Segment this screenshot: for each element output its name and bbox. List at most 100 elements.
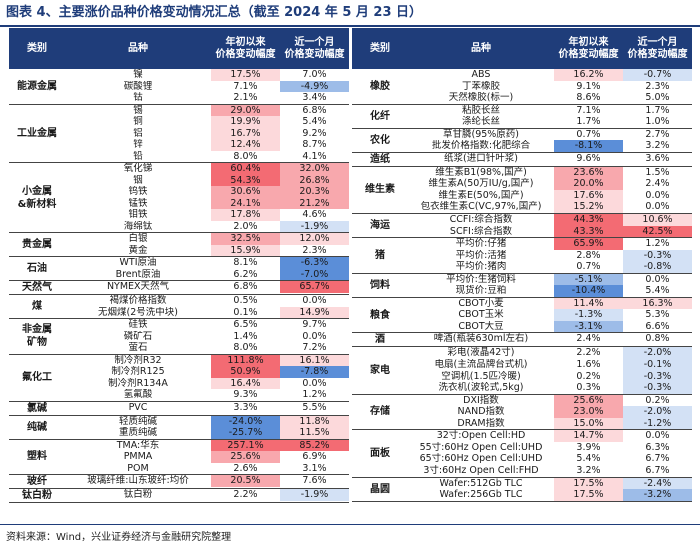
item-name: 褐煤价格指数 — [109, 295, 167, 306]
month-change: 4.1% — [302, 150, 327, 162]
table-row: WTI原油 8.1% -6.3% — [65, 257, 349, 269]
table-row: 粘胶长丝 7.1% 1.7% — [408, 105, 692, 117]
table-row: NAND指数 23.0% -2.0% — [408, 406, 692, 418]
item-name: 锌 — [133, 139, 143, 150]
category-group: 造纸 纸浆(进口针叶浆) 9.6% 3.6% — [352, 153, 692, 167]
ytd-change: 3.3% — [233, 401, 258, 413]
table-row: 褐煤价格指数 0.5% 0.0% — [65, 295, 349, 307]
table-row: CCFI:综合指数 44.3% 10.6% — [408, 214, 692, 226]
ytd-change: 0.1% — [233, 306, 258, 318]
item-name: PVC — [128, 401, 148, 413]
table-row: ABS 16.2% -0.7% — [408, 69, 692, 81]
ytd-change: 0.3% — [576, 382, 601, 394]
table-row: 制冷剂R134A 16.4% 0.0% — [65, 377, 349, 389]
ytd-change: 2.1% — [233, 92, 258, 103]
month-change: 65.7% — [280, 281, 349, 293]
month-change: 8.7% — [302, 139, 327, 150]
table-row: 平均价:活猪 2.8% -0.3% — [408, 249, 692, 262]
category-label: 天然气 — [22, 282, 52, 293]
table-row: 钨铁 30.6% 20.3% — [65, 186, 349, 198]
table-row: 黄金 15.9% 2.3% — [65, 244, 349, 256]
table-row: CBOT玉米 -1.3% 5.3% — [408, 309, 692, 321]
table-row: 丁苯橡胶 9.1% 2.3% — [408, 81, 692, 93]
month-change: 2.3% — [302, 244, 327, 256]
table-row: TMA:华东 257.1% 85.2% — [65, 439, 349, 451]
table-row: 无烟煤(2号洗中块) 0.1% 14.9% — [65, 306, 349, 318]
item-name: 轻质纯碱 — [118, 415, 157, 427]
table-row: 锌 12.4% 8.7% — [65, 139, 349, 151]
item-name: 天然橡胶(标一) — [448, 92, 514, 104]
title-rule — [0, 25, 700, 27]
month-change: 42.5% — [623, 225, 692, 238]
category-label: 小金属 &新材料 — [17, 185, 57, 210]
category-group: 天然气 NYMEX天然气 6.8% 65.7% — [9, 281, 349, 295]
table-row: 涤纶长丝 1.7% 1.0% — [408, 116, 692, 128]
item-name: 玻璃纤维:山东玻纤:均价 — [87, 475, 189, 486]
item-name: 碳酸锂 — [123, 80, 153, 92]
item-name: 铟 — [133, 174, 143, 186]
item-name: 现货价:豆粕 — [455, 285, 507, 297]
month-change: -3.2% — [623, 489, 692, 501]
category-group: 小金属 &新材料 氧化锑 60.4% 32.0% 铟 54.3% 26.8% 钨铁 30.6% 2… — [9, 163, 349, 233]
month-change: 32.0% — [280, 163, 349, 175]
item-name: 铝 — [133, 127, 143, 139]
table-row: 磷矿石 1.4% 0.0% — [65, 331, 349, 343]
ytd-change: 54.3% — [211, 174, 280, 186]
header-item: 品种 — [471, 42, 491, 54]
item-name: 氢氟酸 — [123, 389, 153, 400]
ytd-change: 19.9% — [211, 116, 280, 128]
category-label: 氯碱 — [27, 402, 47, 414]
table-row: 氢氟酸 9.3% 1.2% — [65, 389, 349, 401]
ytd-change: 24.1% — [211, 197, 280, 209]
table-row: NYMEX天然气 6.8% 65.7% — [65, 281, 349, 293]
table-row: POM 2.6% 3.1% — [65, 463, 349, 475]
table-row: 纸浆(进口针叶浆) 9.6% 3.6% — [408, 153, 692, 165]
table-row: 铅 8.0% 4.1% — [65, 151, 349, 163]
month-change: 5.4% — [645, 285, 670, 297]
category-group: 纯碱 轻质纯碱 -24.0% 11.8% 重质纯碱 -25.7% 11.5% — [9, 415, 349, 440]
table-row: 锡 29.0% 6.8% — [65, 104, 349, 116]
month-change: 6.7% — [645, 464, 670, 476]
table-row: 维生素A(50万IU/g,国产) 20.0% 2.4% — [408, 178, 692, 190]
item-name: CBOT玉米 — [458, 309, 504, 321]
item-name: 锡 — [133, 104, 143, 116]
month-change: 1.5% — [645, 166, 670, 178]
category-label: 维生素 — [365, 184, 395, 196]
month-change: 5.4% — [302, 116, 327, 127]
ytd-change: 2.2% — [576, 347, 601, 359]
category-group: 饲料 平均价:生猪饲料 -5.1% 0.0% 现货价:豆粕 -10.4% 5.4% — [352, 273, 692, 298]
item-name: 平均价:活猪 — [455, 249, 507, 261]
category-group: 存储 DXI指数 25.6% 0.2% NAND指数 23.0% -2.0% DRAM指数 15… — [352, 394, 692, 431]
month-change: 3.4% — [302, 92, 327, 103]
item-name: 镍 — [133, 69, 143, 80]
category-group: 面板 32寸:Open Cell:HD 14.7% 0.0% 55寸:60Hz Open… — [352, 430, 692, 478]
table-row: 铝 16.7% 9.2% — [65, 127, 349, 139]
item-name: 无烟煤(2号洗中块) — [98, 306, 178, 318]
item-name: POM — [127, 462, 149, 474]
item-name: 海绵钛 — [123, 220, 153, 232]
month-change: -0.3% — [623, 249, 692, 262]
month-change: 7.0% — [302, 69, 327, 80]
item-name: CBOT大豆 — [458, 320, 504, 332]
ytd-change: 12.4% — [211, 139, 280, 151]
table-row: 55寸:60Hz Open Cell:UHD 3.9% 6.3% — [408, 442, 692, 454]
month-change: 6.3% — [645, 441, 670, 453]
ytd-change: 44.3% — [554, 214, 623, 226]
table-row: CBOT大豆 -3.1% 6.6% — [408, 320, 692, 333]
month-change: 3.6% — [645, 152, 670, 164]
header-item: 品种 — [128, 42, 148, 54]
ytd-change: 15.2% — [554, 201, 623, 214]
item-name: 制冷剂R32 — [114, 354, 162, 366]
ytd-change: -1.3% — [554, 309, 623, 321]
figure-title: 图表 4、主要涨价品种价格变动情况汇总（截至 2024 年 5 月 23 日） — [6, 5, 423, 20]
ytd-change: 0.5% — [233, 295, 258, 306]
table-row: PMMA 25.6% 6.9% — [65, 451, 349, 463]
left-table-body: 能源金属镍 17.5% 7.0% 碳酸锂 7.1% -4.9% 钴 2.1% 3.4% 工业金属锡… — [9, 69, 349, 503]
category-label: 能源金属 — [17, 80, 57, 92]
table-row: 制冷剂R32 111.8% 16.1% — [65, 354, 349, 366]
item-name: Wafer:256Gb TLC — [439, 489, 523, 501]
month-change: 5.5% — [302, 401, 327, 413]
category-label: 存储 — [370, 406, 390, 418]
month-change: 0.0% — [645, 430, 670, 442]
ytd-change: 29.0% — [211, 104, 280, 116]
